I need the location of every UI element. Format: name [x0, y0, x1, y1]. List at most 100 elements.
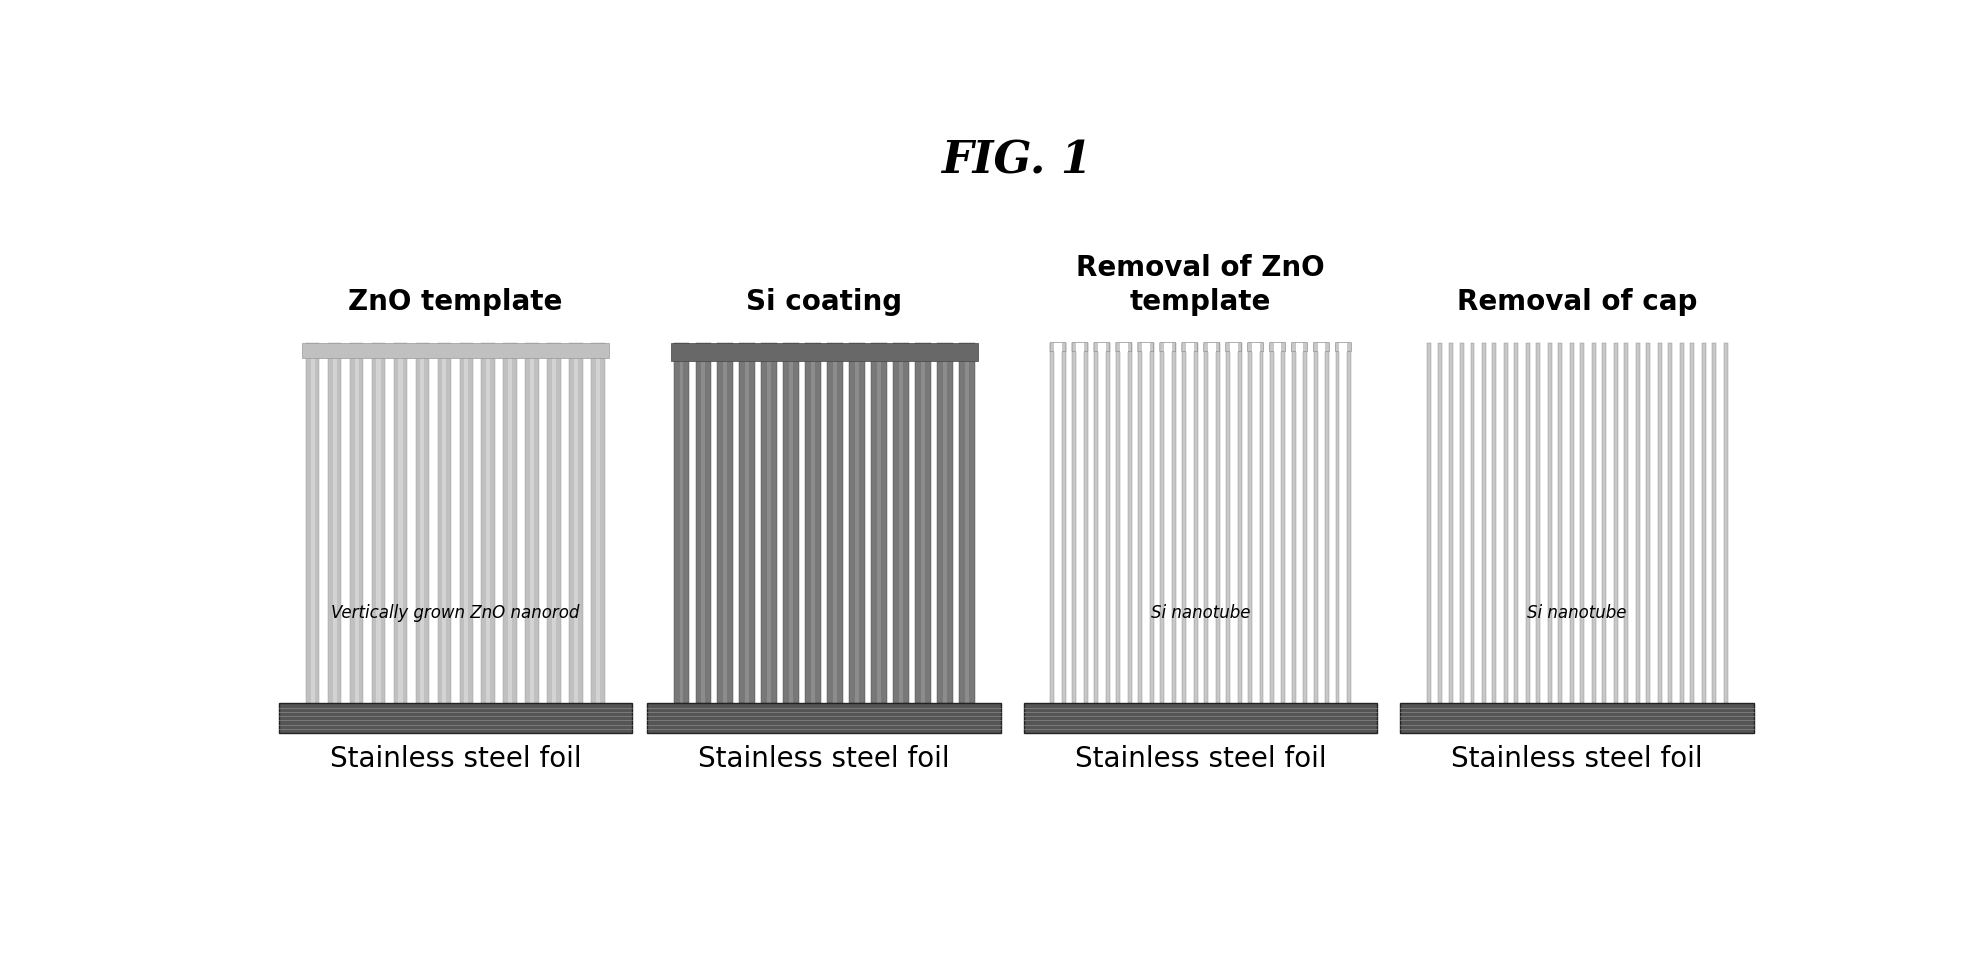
- Bar: [959, 343, 975, 704]
- Bar: [1437, 343, 1441, 704]
- Bar: [1203, 343, 1207, 704]
- FancyBboxPatch shape: [1312, 343, 1328, 351]
- Bar: [674, 343, 690, 704]
- Bar: [1613, 343, 1617, 704]
- Bar: [805, 343, 821, 704]
- Bar: [848, 343, 864, 704]
- Bar: [1128, 343, 1132, 704]
- FancyBboxPatch shape: [1334, 343, 1350, 351]
- Bar: [696, 343, 712, 704]
- Bar: [1225, 343, 1229, 704]
- Bar: [1116, 343, 1120, 704]
- FancyBboxPatch shape: [1116, 343, 1132, 351]
- Bar: [1098, 343, 1106, 351]
- Bar: [1346, 343, 1350, 704]
- Bar: [1312, 343, 1316, 704]
- Text: FIG. 1: FIG. 1: [939, 140, 1092, 183]
- Bar: [1570, 343, 1574, 704]
- Text: Stainless steel foil: Stainless steel foil: [329, 745, 581, 773]
- Bar: [1290, 343, 1294, 704]
- Bar: [1268, 343, 1272, 704]
- Bar: [1050, 343, 1054, 704]
- FancyBboxPatch shape: [1225, 343, 1241, 351]
- Bar: [1423, 343, 1730, 704]
- Bar: [826, 343, 842, 704]
- Bar: [1023, 704, 1377, 733]
- Bar: [1094, 343, 1098, 704]
- Bar: [811, 343, 815, 704]
- Bar: [482, 343, 496, 704]
- Bar: [739, 343, 755, 704]
- Bar: [1657, 343, 1661, 704]
- Bar: [1447, 343, 1451, 704]
- Bar: [854, 343, 858, 704]
- FancyBboxPatch shape: [1268, 343, 1284, 351]
- Bar: [1280, 343, 1284, 704]
- Text: Si coating: Si coating: [745, 288, 902, 316]
- Bar: [442, 343, 446, 704]
- Bar: [1399, 704, 1752, 733]
- Bar: [1679, 343, 1683, 704]
- Bar: [420, 343, 424, 704]
- Bar: [1062, 343, 1066, 704]
- FancyBboxPatch shape: [1290, 343, 1306, 351]
- Bar: [670, 343, 977, 704]
- Bar: [1215, 343, 1219, 704]
- Bar: [486, 343, 490, 704]
- Text: Si nanotube: Si nanotube: [1150, 604, 1251, 622]
- Bar: [1580, 343, 1584, 704]
- Bar: [761, 343, 777, 704]
- Bar: [1251, 343, 1259, 351]
- FancyBboxPatch shape: [1247, 343, 1263, 351]
- Bar: [1471, 343, 1475, 704]
- Bar: [920, 343, 924, 704]
- Bar: [965, 343, 969, 704]
- Bar: [1142, 343, 1150, 351]
- Text: Stainless steel foil: Stainless steel foil: [698, 745, 949, 773]
- Bar: [745, 343, 749, 704]
- Bar: [1514, 343, 1518, 704]
- Bar: [503, 343, 517, 704]
- Bar: [1338, 343, 1346, 351]
- Bar: [943, 343, 947, 704]
- FancyBboxPatch shape: [1072, 343, 1088, 351]
- Bar: [898, 343, 902, 704]
- Bar: [311, 343, 315, 704]
- Bar: [1483, 343, 1486, 704]
- Bar: [1084, 343, 1088, 704]
- Bar: [1645, 343, 1649, 704]
- Bar: [569, 343, 583, 704]
- Bar: [892, 343, 908, 704]
- Bar: [670, 343, 977, 361]
- Bar: [1324, 343, 1328, 704]
- Bar: [1159, 343, 1163, 704]
- Bar: [1072, 343, 1076, 704]
- Bar: [398, 343, 402, 704]
- Bar: [1558, 343, 1562, 704]
- Bar: [1689, 343, 1693, 704]
- Bar: [1150, 343, 1154, 704]
- Bar: [1425, 343, 1429, 704]
- Bar: [1171, 343, 1175, 704]
- Bar: [460, 343, 474, 704]
- Bar: [1302, 343, 1306, 704]
- Bar: [832, 343, 836, 704]
- Bar: [573, 343, 579, 704]
- Text: Stainless steel foil: Stainless steel foil: [1074, 745, 1326, 773]
- Bar: [1710, 343, 1714, 704]
- Bar: [1229, 343, 1237, 351]
- Bar: [591, 343, 605, 704]
- Bar: [355, 343, 359, 704]
- Bar: [937, 343, 953, 704]
- Bar: [783, 343, 799, 704]
- Bar: [717, 343, 733, 704]
- Bar: [438, 343, 452, 704]
- Bar: [767, 343, 771, 704]
- Bar: [1504, 343, 1508, 704]
- Bar: [1722, 343, 1726, 704]
- Bar: [1601, 343, 1605, 704]
- Bar: [507, 343, 511, 704]
- FancyBboxPatch shape: [1159, 343, 1175, 351]
- Bar: [1207, 343, 1215, 351]
- Bar: [301, 343, 608, 704]
